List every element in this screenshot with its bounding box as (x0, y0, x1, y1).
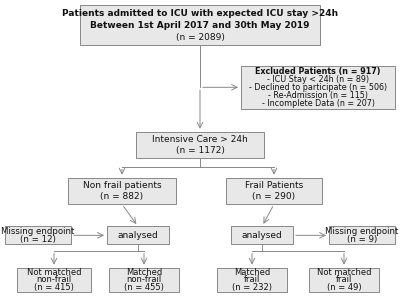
Text: - Re-Admission (n = 115): - Re-Admission (n = 115) (268, 91, 368, 100)
Text: (n = 9): (n = 9) (347, 235, 377, 244)
Text: (n = 882): (n = 882) (100, 192, 144, 201)
Text: frail: frail (244, 275, 260, 284)
Text: Matched: Matched (126, 268, 162, 277)
Text: (n = 1172): (n = 1172) (176, 146, 224, 155)
FancyBboxPatch shape (241, 66, 395, 109)
Text: non-frail: non-frail (36, 275, 72, 284)
FancyBboxPatch shape (109, 268, 179, 292)
Text: Excluded Patients (n = 917): Excluded Patients (n = 917) (255, 67, 381, 75)
Text: (n = 49): (n = 49) (327, 283, 361, 292)
Text: (n = 415): (n = 415) (34, 283, 74, 292)
FancyBboxPatch shape (5, 226, 71, 244)
Text: - ICU Stay < 24h (n = 89): - ICU Stay < 24h (n = 89) (267, 75, 369, 84)
Text: Non frail patients: Non frail patients (83, 181, 161, 190)
Text: Missing endpoint: Missing endpoint (325, 227, 399, 236)
Text: (n = 232): (n = 232) (232, 283, 272, 292)
Text: - Declined to participate (n = 506): - Declined to participate (n = 506) (249, 83, 387, 92)
FancyBboxPatch shape (226, 178, 322, 204)
Text: Frail Patients: Frail Patients (245, 181, 303, 190)
Text: (n = 12): (n = 12) (20, 235, 56, 244)
Text: Matched: Matched (234, 268, 270, 277)
Text: Not matched: Not matched (27, 268, 81, 277)
Text: Missing endpoint: Missing endpoint (1, 227, 75, 236)
Text: - Incomplete Data (n = 207): - Incomplete Data (n = 207) (262, 99, 374, 108)
FancyBboxPatch shape (107, 226, 169, 244)
Text: Intensive Care > 24h: Intensive Care > 24h (152, 135, 248, 144)
Text: (n = 290): (n = 290) (252, 192, 296, 201)
FancyBboxPatch shape (136, 132, 264, 158)
FancyBboxPatch shape (217, 268, 287, 292)
FancyBboxPatch shape (231, 226, 293, 244)
FancyBboxPatch shape (68, 178, 176, 204)
FancyBboxPatch shape (17, 268, 91, 292)
Text: analysed: analysed (118, 231, 158, 240)
Text: Between 1st April 2017 and 30th May 2019: Between 1st April 2017 and 30th May 2019 (90, 21, 310, 30)
Text: Patients admitted to ICU with expected ICU stay >24h: Patients admitted to ICU with expected I… (62, 9, 338, 17)
Text: (n = 455): (n = 455) (124, 283, 164, 292)
Text: non-frail: non-frail (126, 275, 162, 284)
FancyBboxPatch shape (309, 268, 379, 292)
Text: (n = 2089): (n = 2089) (176, 33, 224, 42)
Text: frail: frail (336, 275, 352, 284)
Text: analysed: analysed (242, 231, 282, 240)
Text: Not matched: Not matched (317, 268, 371, 277)
FancyBboxPatch shape (80, 5, 320, 45)
FancyBboxPatch shape (329, 226, 395, 244)
